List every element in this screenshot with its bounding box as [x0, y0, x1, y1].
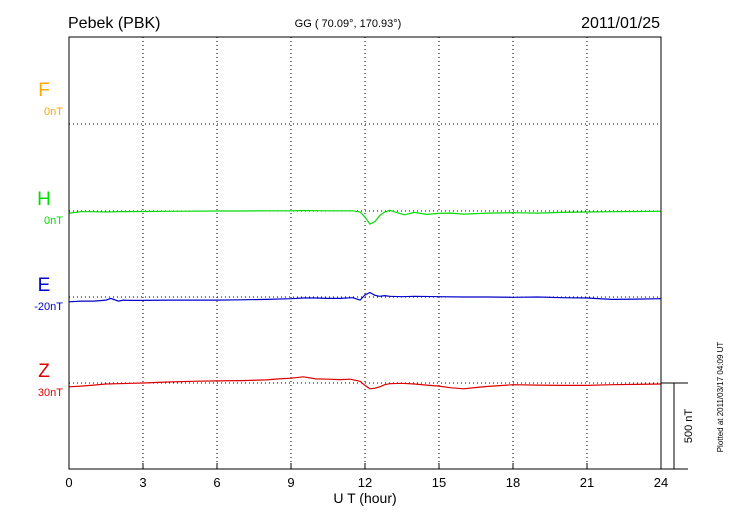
x-tick-label: 12: [358, 475, 372, 490]
component-letter-h: H: [37, 189, 51, 210]
trace-h: [68, 209, 662, 225]
station-title: Pebek (PBK): [68, 15, 160, 32]
coordinates-label: GG ( 70.09°, 170.93°): [295, 18, 402, 30]
component-letter-e: E: [38, 275, 51, 296]
trace-e: [68, 291, 662, 303]
trace-z: [68, 376, 662, 390]
x-tick-label: 0: [65, 475, 72, 490]
component-labels: F 0nT H 0nT E -20nT Z 30nT: [34, 80, 63, 399]
component-letter-f: F: [38, 80, 50, 101]
x-tick-label: 24: [654, 475, 668, 490]
x-tick-label: 15: [432, 475, 446, 490]
x-axis-label: U T (hour): [333, 490, 396, 506]
plotted-note: Plotted at 2011/03/17 04:09 UT: [716, 342, 725, 453]
scale-bar-label: 500 nT: [683, 409, 695, 444]
x-tick-label: 9: [287, 475, 294, 490]
x-tick-label: 6: [213, 475, 220, 490]
component-baselines: [69, 123, 661, 384]
component-baseline-value-e: -20nT: [34, 301, 63, 313]
component-baseline-value-f: 0nT: [44, 106, 63, 118]
x-axis-ticks: 0 3 6 9 12 15 18 21 24: [65, 463, 668, 490]
x-tick-label: 18: [506, 475, 520, 490]
x-tick-label: 3: [139, 475, 146, 490]
data-traces: [68, 209, 662, 390]
x-tick-label: 21: [580, 475, 594, 490]
date-label: 2011/01/25: [581, 15, 660, 32]
component-baseline-value-h: 0nT: [44, 215, 63, 227]
scale-bar: 500 nT: [661, 382, 695, 470]
component-letter-z: Z: [38, 361, 50, 382]
grid-lines: [142, 37, 588, 469]
component-baseline-value-z: 30nT: [38, 387, 63, 399]
